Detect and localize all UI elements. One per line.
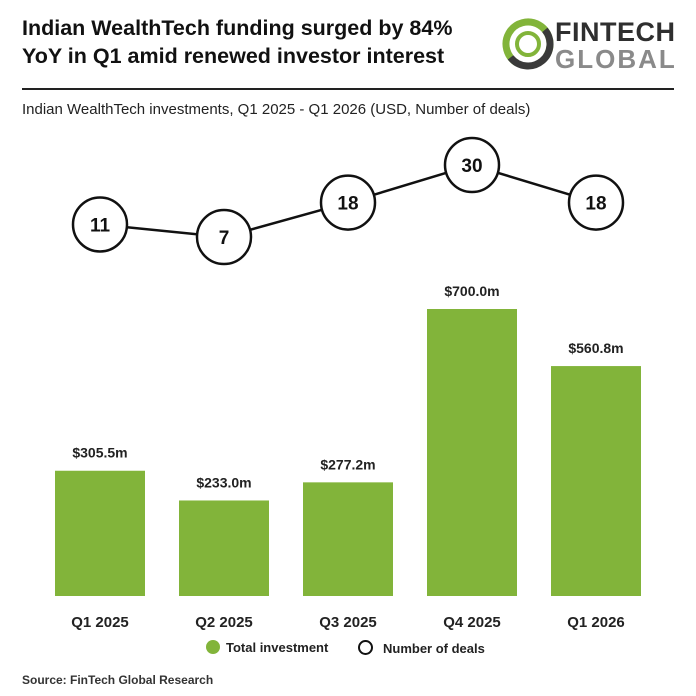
legend-swatch-circle-icon (358, 640, 373, 655)
logo-text-fintech: FINTECH (555, 17, 676, 47)
deal-count-label-3: 18 (337, 194, 358, 215)
source-note: Source: FinTech Global Research (22, 673, 214, 687)
category-label-3: Q3 2025 (319, 614, 377, 631)
chart-subtitle: Indian WealthTech investments, Q1 2025 -… (22, 101, 531, 118)
logo-text-global: GLOBAL (555, 44, 677, 74)
deal-marker-2 (195, 208, 253, 266)
fintech-global-logo-icon (502, 18, 554, 70)
chart-canvas: $305.5m Q1 2025 $233.0m Q2 2025 $277.2m Q3 20… (55, 136, 641, 631)
bar-4 (427, 309, 517, 596)
bar-5 (551, 366, 641, 596)
bar-value-label-5: $560.8m (568, 340, 623, 356)
bar-3 (303, 482, 393, 596)
deal-count-label-4: 30 (461, 156, 482, 177)
category-label-4: Q4 2025 (443, 614, 501, 631)
header-divider (22, 88, 674, 90)
legend-label-investment: Total investment (226, 640, 329, 655)
deal-marker-3 (319, 174, 377, 231)
category-label-1: Q1 2025 (71, 614, 129, 631)
chart-title: Indian WealthTech funding surged by 84% … (22, 14, 492, 70)
deal-count-label-5: 18 (585, 194, 606, 215)
bar-value-label-1: $305.5m (72, 445, 127, 461)
title-line-1: Indian WealthTech funding surged by 84% (22, 16, 453, 40)
deal-marker-4 (443, 136, 501, 194)
bar-value-label-4: $700.0m (444, 283, 499, 299)
bar-value-label-3: $277.2m (320, 456, 375, 472)
bar-value-label-2: $233.0m (196, 474, 251, 490)
category-label-5: Q1 2026 (567, 614, 625, 631)
deal-count-label-1: 11 (90, 215, 111, 236)
legend-label-deals: Number of deals (383, 641, 485, 656)
deal-marker-1 (71, 196, 129, 253)
legend-item-deals: Number of deals (358, 640, 485, 656)
legend-swatch-green-icon (206, 640, 220, 654)
deal-marker-5 (567, 174, 625, 231)
legend-item-investment: Total investment (206, 640, 328, 655)
category-label-2: Q2 2025 (195, 614, 253, 631)
bar-1 (55, 470, 145, 596)
deal-count-label-2: 7 (219, 228, 230, 249)
title-line-2: YoY in Q1 amid renewed investor interest (22, 44, 445, 68)
bar-2 (179, 500, 269, 596)
